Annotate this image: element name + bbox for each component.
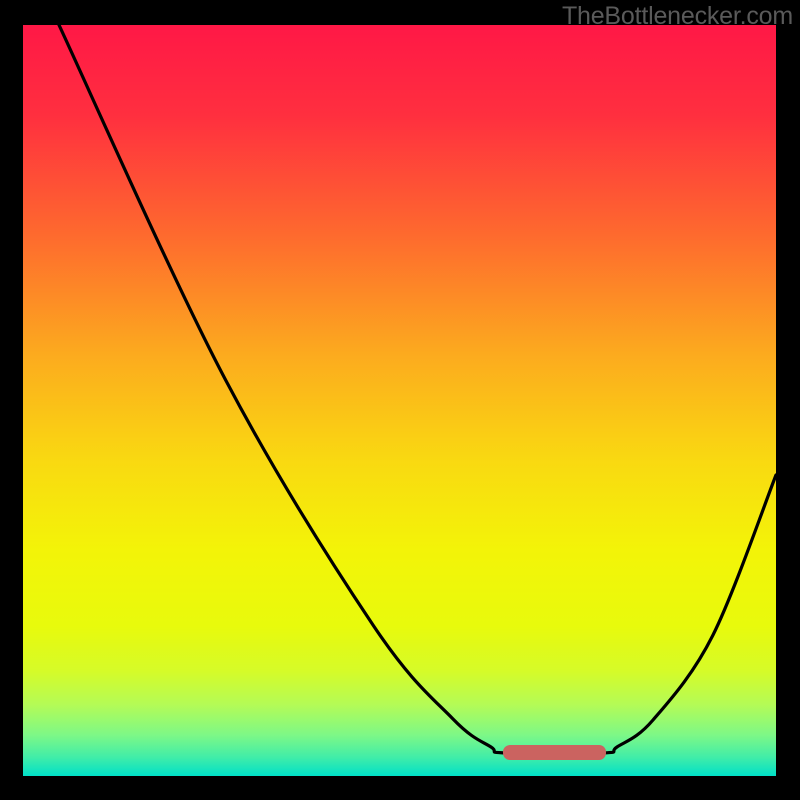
plot-area [23, 25, 776, 776]
watermark-text: TheBottlenecker.com [562, 2, 793, 31]
bottleneck-curve [23, 25, 776, 776]
chart-frame: TheBottlenecker.com [0, 0, 800, 800]
optimal-range-marker [503, 745, 606, 760]
